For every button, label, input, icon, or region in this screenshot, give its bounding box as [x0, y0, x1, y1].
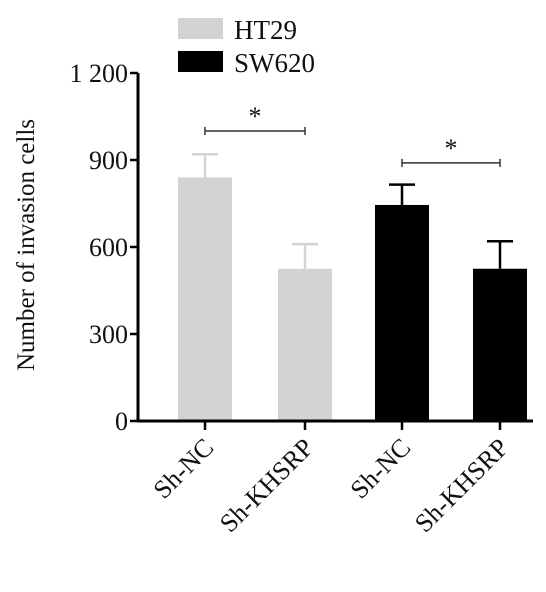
significance-annotations: **: [204, 102, 501, 167]
x-tick-label: Sh-NC: [148, 433, 220, 505]
bar: [473, 268, 527, 421]
y-tick-label: 0: [115, 407, 128, 436]
legend-swatch: [178, 51, 223, 72]
y-tick-label: 300: [89, 320, 128, 349]
legend-label: HT29: [234, 15, 297, 45]
legend-swatch: [178, 18, 223, 39]
error-bars: [192, 152, 513, 269]
x-tick-label: Sh-KHSRP: [214, 433, 319, 538]
y-axis-label: Number of invasion cells: [13, 119, 40, 371]
significance-star: *: [249, 102, 262, 131]
y-axis: 0 300 600 900 1 200: [70, 59, 140, 436]
bar: [278, 268, 332, 421]
y-tick-label: 600: [89, 233, 128, 262]
bar: [178, 177, 232, 421]
bar: [375, 204, 429, 421]
x-tick-label: Sh-NC: [345, 433, 417, 505]
legend-label: SW620: [234, 48, 315, 78]
x-tick-label: Sh-KHSRP: [409, 433, 514, 538]
significance-star: *: [445, 134, 458, 163]
y-tick-label: 900: [89, 146, 128, 175]
bars: [178, 177, 527, 421]
y-tick-label: 1 200: [70, 59, 129, 88]
